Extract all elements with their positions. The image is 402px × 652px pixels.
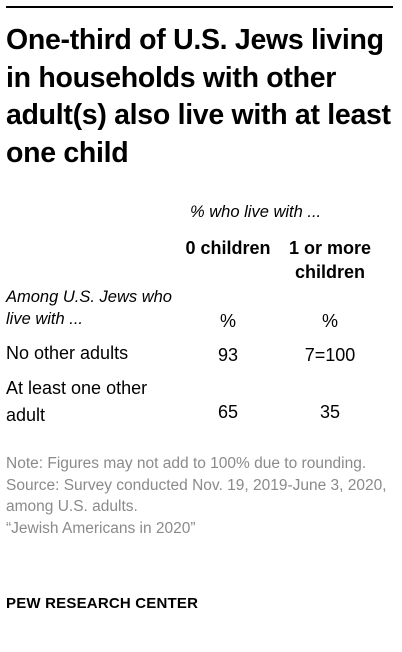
unit-label-col1: % [321,311,338,331]
top-rule [6,6,393,8]
note-text: Note: Figures may not add to 100% due to… [6,455,367,472]
chart-title: One-third of U.S. Jews living in househo… [6,24,391,169]
row-label-at-least-one-other-adult: At least one other adult [6,378,148,425]
row-group-header: Among U.S. Jews who live with ... [6,288,172,328]
notes: Note: Figures may not add to 100% due to… [6,453,398,539]
column-header-1-or-more-children: 1 or more children [288,238,372,282]
brand-logo-text: PEW RESEARCH CENTER [6,595,199,612]
column-group-header: % who live with ... [190,203,322,221]
report-title: “Jewish Americans in 2020” [6,519,196,537]
cell-no-other-adults-1-or-more-children: 7=100 [304,345,356,365]
row-label-no-other-adults: No other adults [6,343,129,363]
source-text: Source: Survey conducted Nov. 19, 2019-J… [6,476,387,516]
cell-no-other-adults-0-children: 93 [217,345,239,365]
cell-at-least-one-other-adult-1-or-more-children: 35 [319,402,341,422]
unit-label-col0: % [219,311,236,331]
column-header-0-children: 0 children [185,238,271,258]
cell-at-least-one-other-adult-0-children: 65 [217,402,239,422]
